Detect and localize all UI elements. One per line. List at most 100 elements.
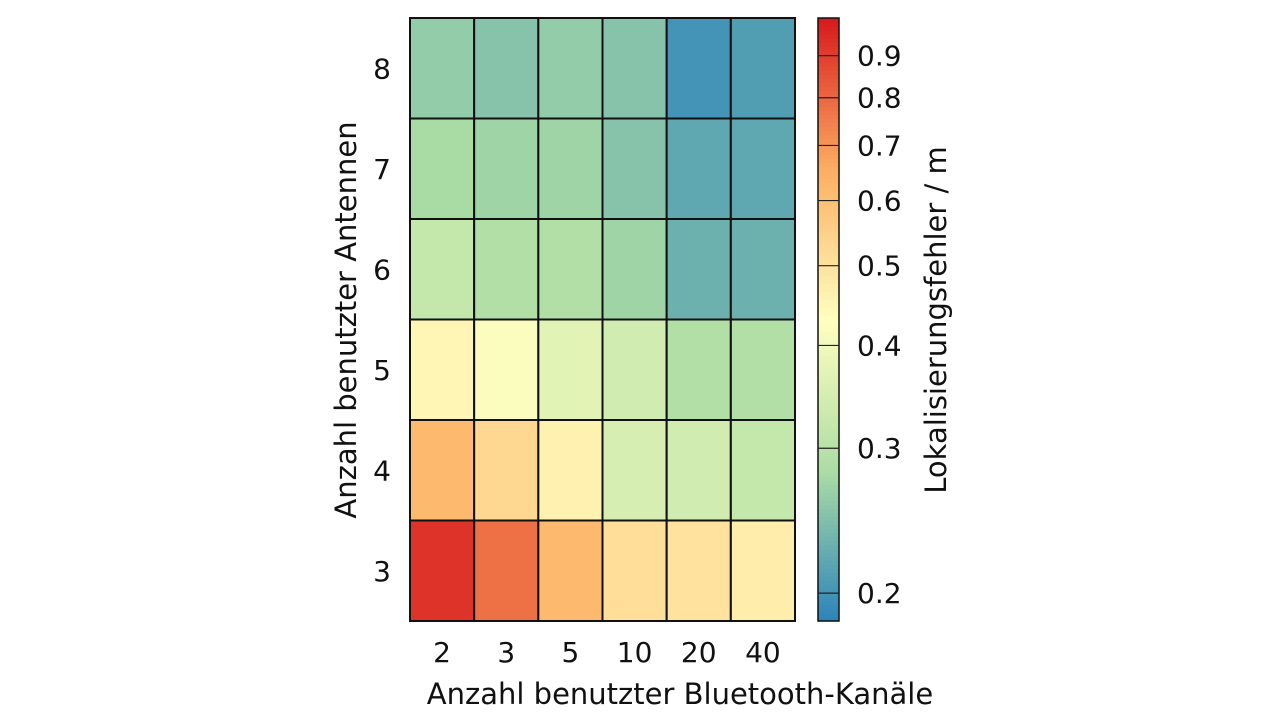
colorbar-strip: [818, 30, 839, 35]
colorbar-strip: [818, 448, 839, 453]
colorbar-strip: [818, 508, 839, 514]
colorbar-strip: [818, 411, 839, 417]
colorbar-strip: [818, 50, 839, 55]
colorbar-strip: [818, 500, 839, 506]
heatmap-cell: [537, 218, 604, 321]
colorbar-strip: [818, 520, 839, 526]
colorbar-strip: [818, 78, 839, 83]
colorbar-strip: [818, 592, 839, 598]
x-tick-label: 10: [617, 636, 653, 669]
colorbar-strip: [818, 363, 839, 369]
heatmap-cell: [601, 218, 668, 321]
colorbar-strip: [818, 424, 839, 429]
x-axis-label: Anzahl benutzter Bluetooth-Kanäle: [427, 677, 933, 711]
colorbar-strip: [818, 110, 839, 116]
colorbar-tick-label: 0.2: [857, 577, 902, 610]
colorbar-strip: [818, 275, 839, 280]
colorbar-strip: [818, 299, 839, 305]
colorbar-strip: [818, 178, 839, 184]
colorbar-strip: [818, 432, 839, 437]
colorbar-strip: [818, 315, 839, 321]
colorbar-strip: [818, 303, 839, 309]
colorbar-strip: [818, 174, 839, 180]
heatmap-cell: [473, 419, 540, 522]
heatmap-cell: [409, 519, 476, 622]
colorbar-strip: [818, 604, 839, 610]
x-tick-label: 5: [562, 636, 580, 669]
colorbar-strip: [818, 472, 839, 477]
colorbar-strip: [818, 568, 839, 574]
colorbar-strip: [818, 564, 839, 570]
colorbar-strip: [818, 436, 839, 441]
colorbar-strip: [818, 492, 839, 497]
colorbar-strip: [818, 54, 839, 59]
x-tick-label: 2: [433, 636, 451, 669]
colorbar-strip: [818, 259, 839, 264]
heatmap-cell: [601, 519, 668, 622]
x-tick-label: 3: [497, 636, 515, 669]
heatmap-cell: [409, 17, 476, 120]
colorbar-strip: [818, 528, 839, 534]
heatmap-cell: [665, 117, 732, 220]
colorbar-strip: [818, 154, 839, 160]
colorbar-strip: [818, 202, 839, 208]
colorbar-strip: [818, 420, 839, 425]
colorbar-strip: [818, 186, 839, 192]
x-tick-label: 20: [681, 636, 717, 669]
heatmap-cell: [409, 218, 476, 321]
colorbar-strip: [818, 572, 839, 578]
colorbar-strip: [818, 22, 839, 27]
colorbar-strip: [818, 138, 839, 144]
colorbar-strip: [818, 548, 839, 554]
colorbar-strip: [818, 239, 839, 244]
heatmap-cell: [473, 17, 540, 120]
colorbar-strip: [818, 536, 839, 542]
colorbar-strip: [818, 540, 839, 546]
colorbar-strip: [818, 367, 839, 373]
heatmap-cell: [537, 318, 604, 421]
colorbar-strip: [818, 327, 839, 333]
colorbar-tick-label: 0.6: [857, 185, 902, 218]
colorbar-strip: [818, 359, 839, 365]
colorbar-strip: [818, 560, 839, 566]
colorbar-strip: [818, 26, 839, 31]
colorbar-strip: [818, 375, 839, 381]
colorbar-strip: [818, 235, 839, 240]
colorbar-strip: [818, 134, 839, 140]
colorbar-strip: [818, 46, 839, 51]
colorbar-strip: [818, 102, 839, 108]
colorbar-strip: [818, 94, 839, 99]
colorbar-strip: [818, 456, 839, 461]
colorbar-strip: [818, 480, 839, 485]
colorbar-tick-label: 0.3: [857, 432, 902, 465]
colorbar-strip: [818, 66, 839, 71]
colorbar-strip: [818, 347, 839, 353]
colorbar-strip: [818, 544, 839, 550]
colorbar-strip: [818, 126, 839, 132]
colorbar-strip: [818, 122, 839, 128]
heatmap-cell: [729, 318, 796, 421]
colorbar: [817, 17, 840, 622]
colorbar-strip: [818, 210, 839, 216]
colorbar-strip: [818, 584, 839, 590]
colorbar-strip: [818, 34, 839, 39]
colorbar-strip: [818, 576, 839, 582]
colorbar-strip: [818, 198, 839, 204]
heatmap-cell: [409, 117, 476, 220]
colorbar-strip: [818, 206, 839, 212]
colorbar-strip: [818, 524, 839, 530]
heatmap-cell: [537, 419, 604, 522]
heatmap-cell: [601, 318, 668, 421]
colorbar-strip: [818, 38, 839, 43]
y-tick-label: 3: [373, 555, 391, 588]
heatmap-cell: [729, 117, 796, 220]
colorbar-strip: [818, 247, 839, 252]
heatmap-cell: [729, 419, 796, 522]
colorbar-strip: [818, 166, 839, 172]
colorbar-strip: [818, 146, 839, 152]
colorbar-strip: [818, 444, 839, 449]
colorbar-strip: [818, 460, 839, 465]
colorbar-strip: [818, 580, 839, 586]
colorbar-tick-label: 0.4: [857, 329, 902, 362]
colorbar-strip: [818, 468, 839, 473]
